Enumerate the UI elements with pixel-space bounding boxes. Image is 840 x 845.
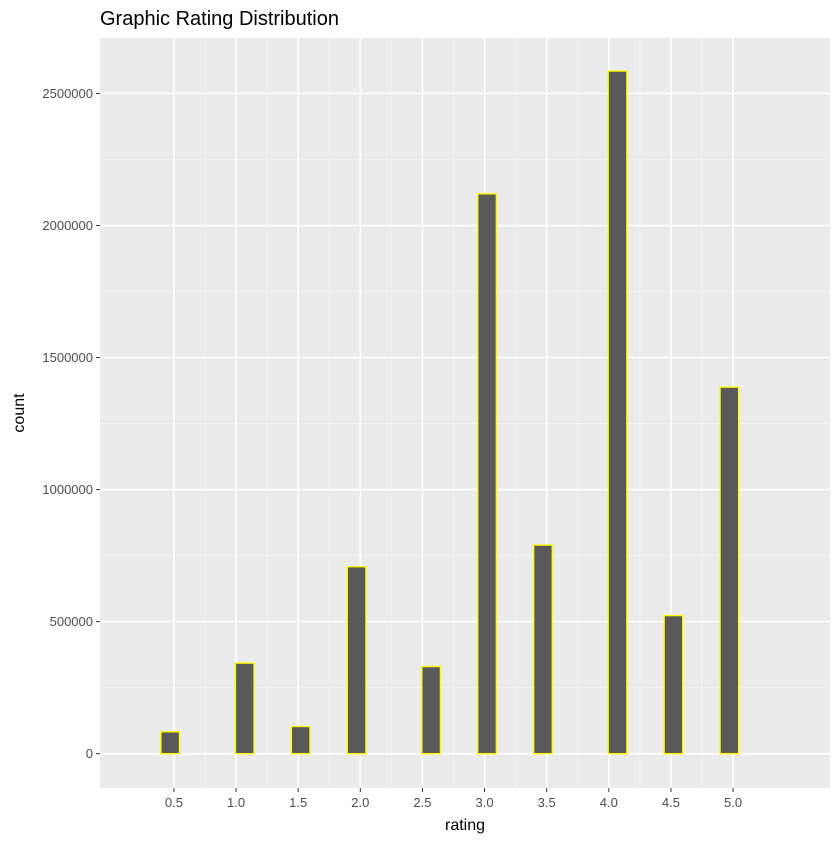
- histogram-bar: [421, 665, 442, 755]
- histogram-bar: [160, 731, 181, 755]
- histogram-bar: [346, 565, 367, 755]
- y-tick-label: 1500000: [42, 350, 93, 365]
- y-tick-label: 2000000: [42, 218, 93, 233]
- y-axis-label: count: [11, 393, 28, 433]
- y-axis: 0 500000 1000000 1500000 2000000 2500000: [42, 86, 100, 761]
- x-tick-label: 4.0: [600, 795, 618, 810]
- x-tick-label: 0.5: [165, 795, 183, 810]
- histogram-bar: [719, 386, 740, 755]
- histogram-bar: [290, 725, 311, 755]
- x-tick-label: 1.5: [289, 795, 307, 810]
- x-tick-label: 4.5: [662, 795, 680, 810]
- x-axis-label: rating: [445, 817, 485, 834]
- y-tick-label: 2500000: [42, 86, 93, 101]
- x-tick-label: 1.0: [227, 795, 245, 810]
- y-tick-label: 1000000: [42, 482, 93, 497]
- x-axis: 0.5 1.0 1.5 2.0 2.5 3.0 3.5 4.0 4.5 5.0: [165, 788, 742, 810]
- chart-title: Graphic Rating Distribution: [100, 8, 339, 30]
- x-tick-label: 2.5: [413, 795, 431, 810]
- x-tick-label: 3.5: [538, 795, 556, 810]
- x-tick-label: 5.0: [724, 795, 742, 810]
- x-tick-label: 2.0: [351, 795, 369, 810]
- plot-panel: [100, 38, 830, 788]
- y-tick-label: 500000: [50, 614, 93, 629]
- histogram-bars: [160, 70, 740, 755]
- histogram-bar: [663, 614, 684, 755]
- histogram-bar: [607, 70, 628, 755]
- x-tick-label: 3.0: [476, 795, 494, 810]
- minor-gridlines: [100, 38, 830, 788]
- y-tick-label: 0: [86, 746, 93, 761]
- histogram-bar: [532, 544, 553, 755]
- histogram-bar: [234, 662, 255, 755]
- histogram-bar: [477, 193, 498, 755]
